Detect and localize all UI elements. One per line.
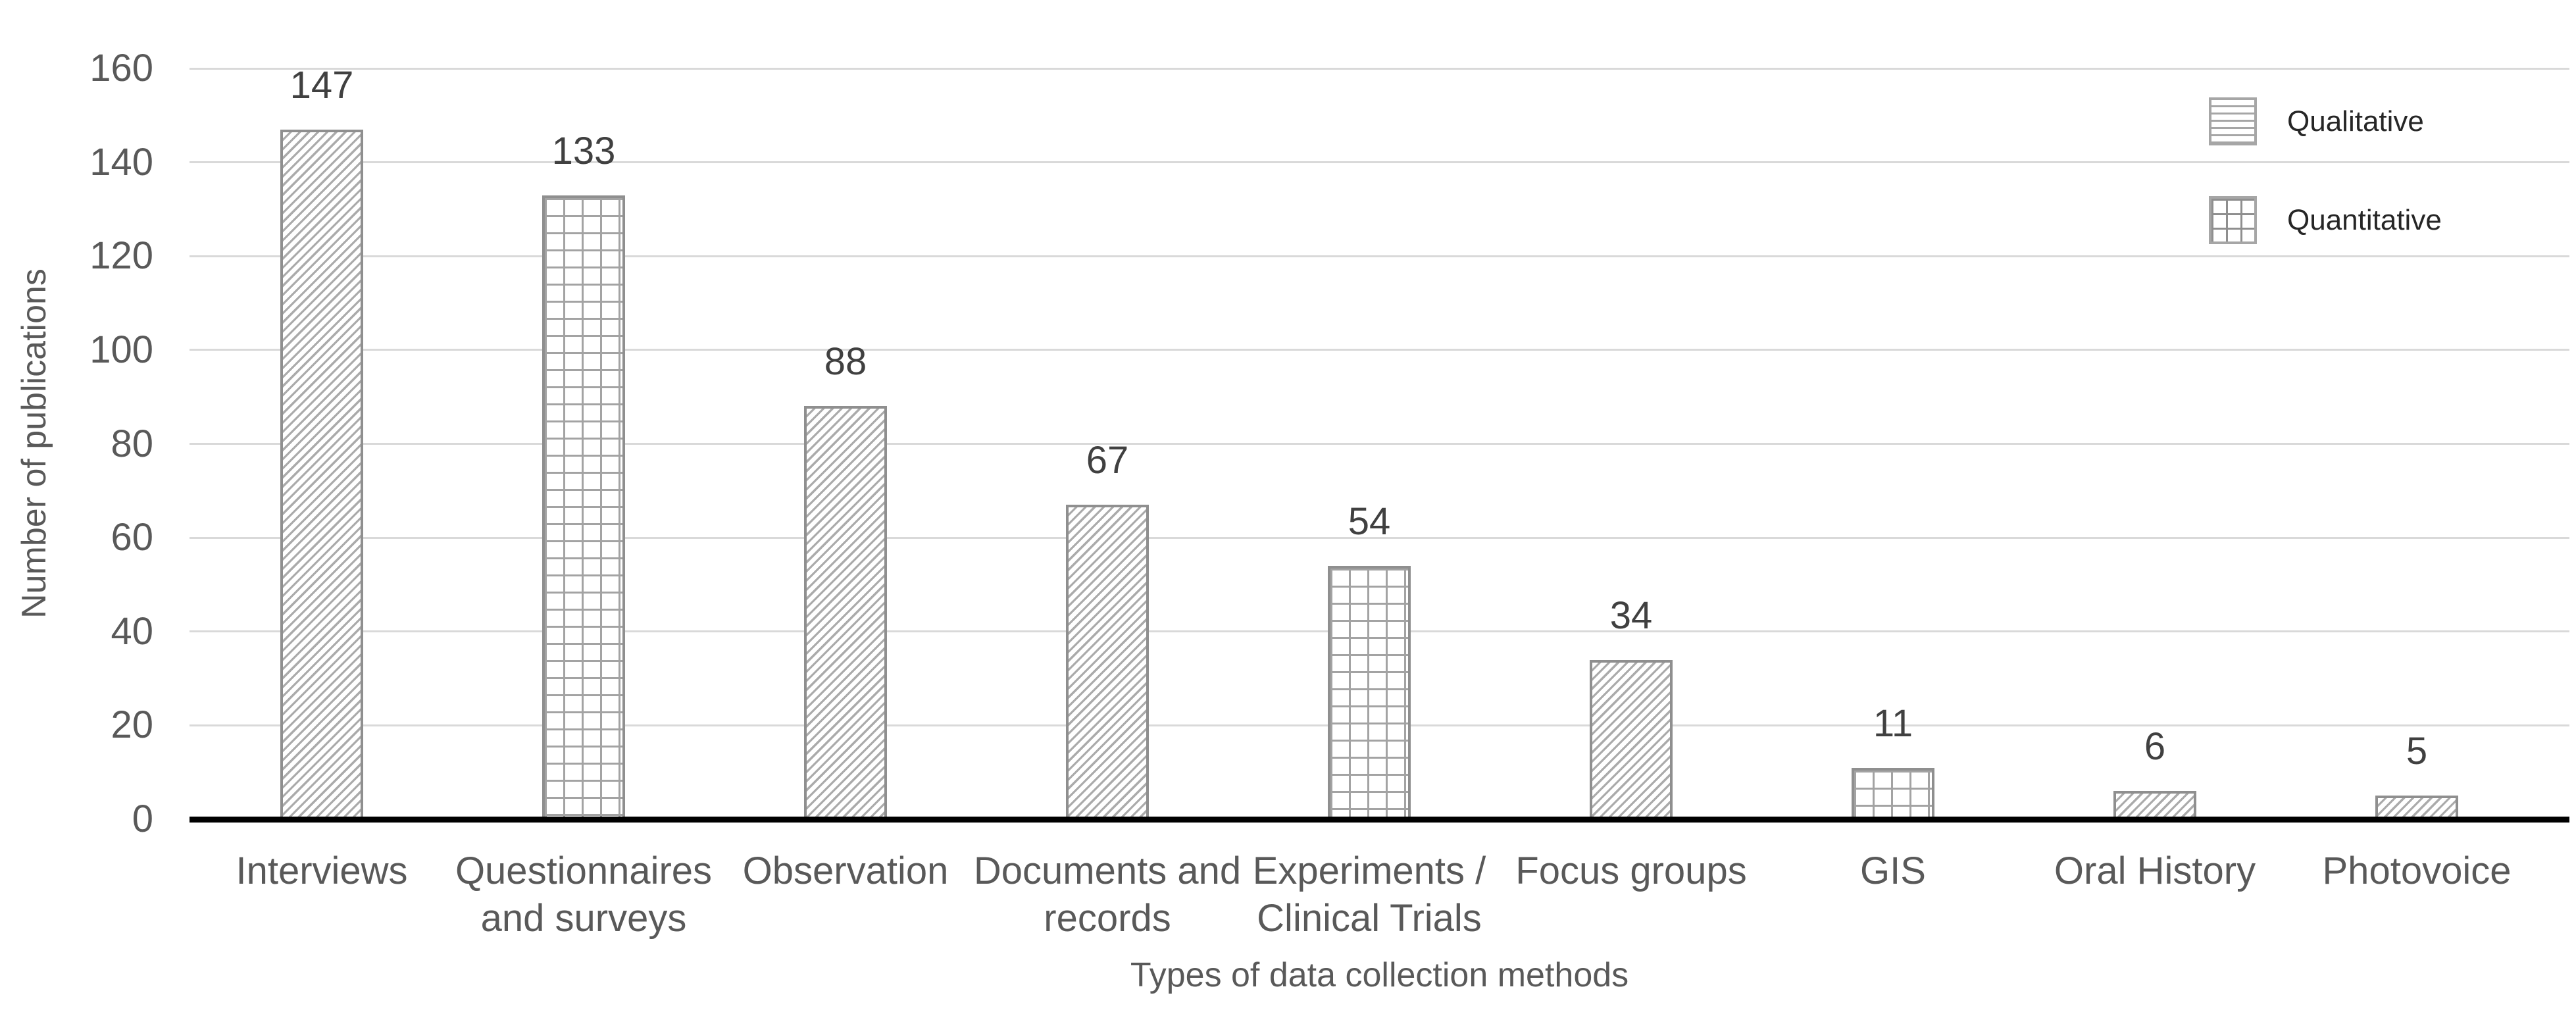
value-label-focus-groups: 34 (1609, 594, 1653, 637)
gridline-160 (189, 67, 2569, 70)
y-tick-100: 100 (89, 328, 153, 371)
category-label-photovoice: Photovoice (2322, 849, 2512, 892)
category-label-focus-groups: Focus groups (1515, 849, 1747, 892)
bar-experiments-clinical-trials (1328, 566, 1411, 819)
y-tick-60: 60 (111, 516, 153, 559)
legend-key-quantitative (2209, 196, 2257, 244)
bar-focus-groups (1590, 660, 1673, 819)
category-label-documents-and-records: Documents and records (973, 849, 1242, 940)
y-tick-20: 20 (111, 703, 153, 747)
y-tick-160: 160 (89, 47, 153, 90)
gridline-80 (189, 443, 2569, 445)
legend-item-qualitative: Qualitative (2209, 97, 2442, 145)
legend-item-quantitative: Quantitative (2209, 196, 2442, 244)
value-label-observation: 88 (824, 340, 867, 383)
y-tick-40: 40 (111, 609, 153, 653)
gridline-140 (189, 161, 2569, 164)
bar-gis (1852, 768, 1934, 819)
bar-questionnaires-and-surveys (542, 195, 625, 819)
y-tick-0: 0 (132, 798, 153, 840)
bar-interviews (280, 130, 363, 819)
value-label-questionnaires-and-surveys: 133 (551, 130, 616, 172)
category-label-gis: GIS (1860, 849, 1926, 892)
legend-label-qualitative: Qualitative (2287, 105, 2424, 138)
y-tick-80: 80 (111, 422, 153, 465)
value-label-experiments-clinical-trials: 54 (1348, 500, 1391, 543)
bar-oral-history (2113, 791, 2196, 819)
gridline-120 (189, 255, 2569, 257)
category-label-oral-history: Oral History (2054, 849, 2256, 892)
legend: Qualitative Quantitative (2209, 97, 2442, 244)
bar-observation (804, 406, 887, 819)
category-label-interviews: Interviews (236, 849, 408, 892)
value-label-oral-history: 6 (2144, 725, 2166, 768)
category-label-observation: Observation (742, 849, 949, 892)
y-tick-120: 120 (89, 234, 153, 278)
category-label-questionnaires-and-surveys: Questionnaires and surveys (455, 849, 713, 940)
value-label-documents-and-records: 67 (1086, 439, 1129, 482)
legend-label-quantitative: Quantitative (2287, 203, 2442, 236)
x-axis-line (189, 817, 2569, 823)
category-label-experiments-clinical-trials: Experiments / Clinical Trials (1252, 849, 1486, 940)
value-label-gis: 11 (1873, 702, 1913, 745)
bar-documents-and-records (1066, 505, 1149, 819)
gridline-60 (189, 536, 2569, 539)
value-label-interviews: 147 (290, 64, 354, 107)
y-tick-140: 140 (89, 140, 153, 184)
legend-key-qualitative (2209, 97, 2257, 145)
x-axis-title: Types of data collection methods (1130, 956, 1629, 994)
value-label-photovoice: 5 (2406, 730, 2428, 773)
gridline-100 (189, 349, 2569, 351)
bar-photovoice (2375, 796, 2458, 819)
